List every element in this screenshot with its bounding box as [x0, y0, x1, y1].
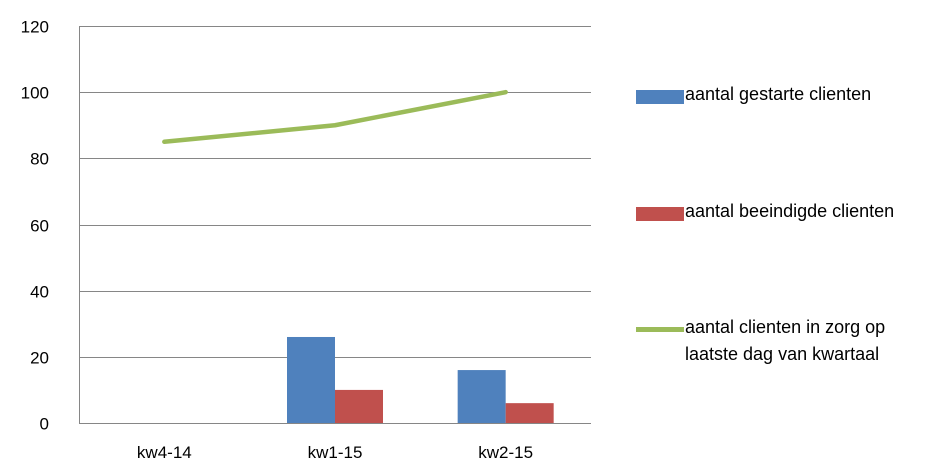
- x-axis-tick-labels: kw4-14 kw1-15 kw2-15: [137, 443, 533, 462]
- series-lines: [162, 89, 508, 145]
- legend-swatch-beeindigde: [636, 207, 684, 221]
- y-tick-label: 120: [21, 18, 49, 37]
- legend-swatch-in-zorg: [636, 327, 684, 332]
- legend-label-gestarte: aantal gestarte clienten: [685, 84, 872, 104]
- y-tick-label: 80: [30, 150, 49, 169]
- y-axis-tick-labels: 0 20 40 60 80 100 120: [21, 18, 49, 434]
- y-tick-label: 0: [40, 415, 49, 434]
- x-tick-label: kw4-14: [137, 443, 192, 462]
- y-tick-label: 60: [30, 217, 49, 236]
- legend-swatch-gestarte: [636, 90, 684, 104]
- bars: [287, 336, 554, 423]
- bar-gestarte-kw1-15: [287, 336, 335, 423]
- gridlines: [79, 26, 591, 424]
- bar-gestarte-kw2-15: [457, 370, 506, 423]
- y-tick-label: 40: [30, 283, 49, 302]
- line-series-in-zorg: [162, 89, 508, 145]
- legend-label-beeindigde: aantal beeindigde clienten: [685, 201, 895, 221]
- legend-label-in-zorg: aantal clienten in zorg op laatste dag v…: [685, 317, 886, 364]
- y-tick-label: 20: [30, 349, 49, 368]
- x-tick-label: kw2-15: [478, 443, 533, 462]
- x-tick-label: kw1-15: [308, 443, 363, 462]
- bar-beeindigde-kw1-15: [335, 389, 383, 423]
- bar-beeindigde-kw2-15: [505, 403, 554, 423]
- y-tick-label: 100: [21, 84, 49, 103]
